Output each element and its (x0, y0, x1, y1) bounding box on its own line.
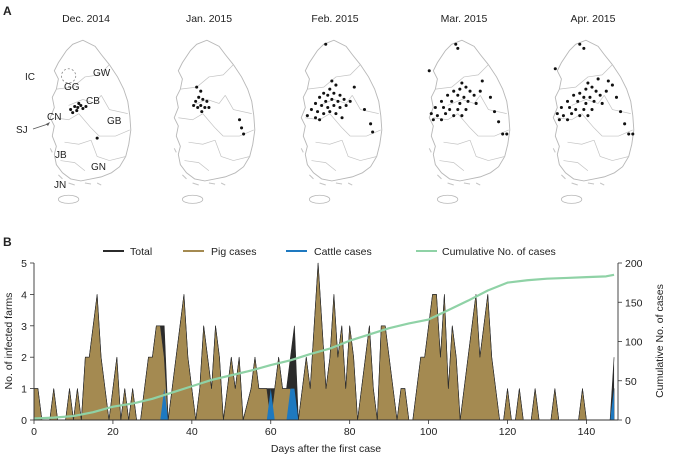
x-axis-title: Days after the first case (271, 443, 381, 455)
y-tick-label-left: 0 (21, 415, 27, 427)
legend: Total Pig cases Cattle cases Cumulative … (103, 246, 556, 258)
series-cumulative-line (33, 273, 615, 420)
region-ic: IC (25, 72, 35, 83)
panel-a-label: A (3, 4, 12, 18)
map-title-feb-2015: Feb. 2015 (311, 13, 358, 25)
y-tick-label-right: 150 (625, 297, 643, 309)
panel-b-label: B (3, 235, 12, 249)
legend-cattle: Cattle cases (314, 246, 372, 258)
map-title-jan-2015: Jan. 2015 (186, 13, 232, 25)
y-tick-label-right: 100 (625, 337, 643, 349)
y-axis-title-right: Cumulative No. of cases (654, 284, 666, 398)
map-dec-2014 (49, 39, 132, 204)
region-gb: GB (107, 116, 122, 127)
map-apr-2015 (552, 39, 635, 204)
region-labels: IC GW GG CB CN SJ GB JB GN JN (16, 68, 122, 191)
region-jb: JB (55, 150, 67, 161)
region-gg: GG (64, 82, 80, 93)
legend-pig: Pig cases (211, 246, 257, 258)
y-tick-label-right: 0 (625, 415, 631, 427)
legend-total: Total (130, 246, 152, 258)
map-jan-2015 (173, 39, 256, 204)
map-title-apr-2015: Apr. 2015 (571, 13, 616, 25)
series-pig-area (33, 262, 615, 421)
region-jn: JN (54, 180, 66, 191)
y-tick-label-left: 1 (21, 384, 27, 396)
plot-area (33, 262, 615, 421)
x-tick-label: 0 (31, 426, 37, 438)
y-tick-label-left: 3 (21, 321, 27, 333)
region-sj: SJ (16, 125, 28, 136)
map-title-dec-2014: Dec. 2014 (62, 13, 110, 25)
region-cn: CN (47, 112, 61, 123)
region-gn: GN (91, 162, 106, 173)
series-total-line (34, 262, 615, 421)
y-tick-label-right: 50 (625, 376, 637, 388)
map-title-mar-2015: Mar. 2015 (441, 13, 488, 25)
legend-cumulative: Cumulative No. of cases (442, 246, 556, 258)
y-axis-title-left: No. of infected farms (3, 293, 15, 390)
y-tick-label-right: 200 (625, 258, 643, 270)
map-mar-2015 (427, 39, 511, 204)
y-tick-label-left: 4 (21, 289, 27, 301)
x-tick-label: 40 (186, 426, 198, 438)
x-tick-label: 100 (420, 426, 438, 438)
x-tick-label: 120 (499, 426, 517, 438)
y-tick-label-left: 5 (21, 258, 27, 270)
x-tick-label: 20 (107, 426, 119, 438)
x-tick-label: 60 (265, 426, 277, 438)
y-tick-label-left: 2 (21, 352, 27, 364)
sj-arrowhead (46, 122, 50, 126)
region-cb: CB (86, 96, 100, 107)
map-feb-2015 (300, 39, 383, 204)
x-tick-label: 80 (344, 426, 356, 438)
x-tick-label: 140 (578, 426, 596, 438)
region-gw: GW (93, 68, 111, 79)
sj-pointer (32, 123, 49, 130)
